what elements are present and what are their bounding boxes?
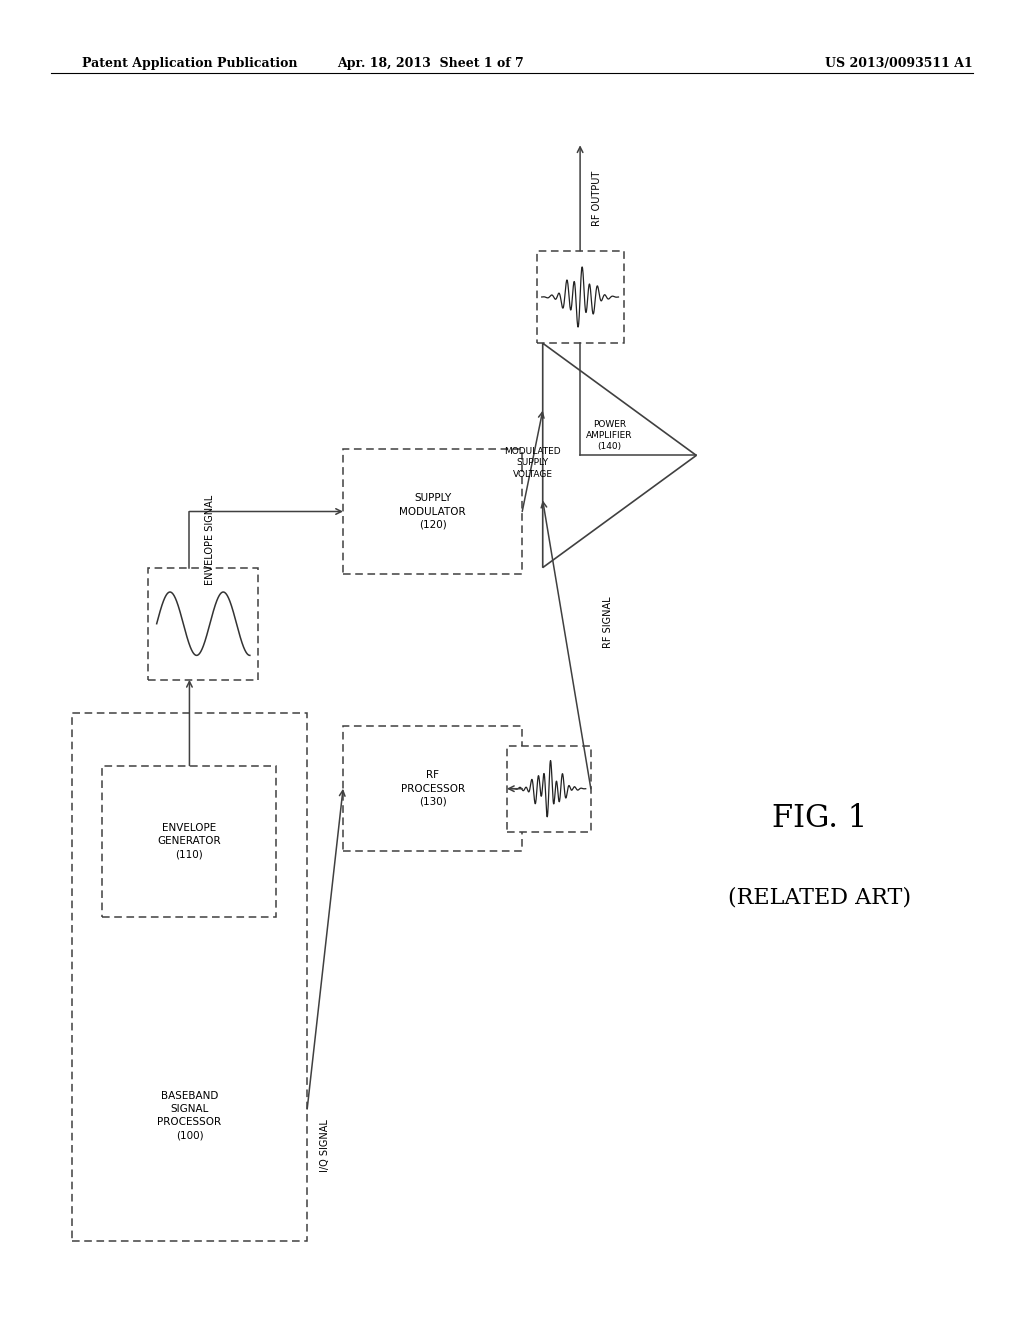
Text: BASEBAND
SIGNAL
PROCESSOR
(100): BASEBAND SIGNAL PROCESSOR (100) <box>158 1090 221 1140</box>
Bar <box>507 746 591 832</box>
Bar <box>72 713 307 1241</box>
Text: I/Q SIGNAL: I/Q SIGNAL <box>321 1119 330 1172</box>
Text: SUPPLY
MODULATOR
(120): SUPPLY MODULATOR (120) <box>399 494 466 529</box>
Text: MODULATED
SUPPLY
VOLTAGE: MODULATED SUPPLY VOLTAGE <box>504 447 561 479</box>
Text: RF OUTPUT: RF OUTPUT <box>592 170 602 226</box>
Bar <box>537 251 624 343</box>
Text: Apr. 18, 2013  Sheet 1 of 7: Apr. 18, 2013 Sheet 1 of 7 <box>337 57 523 70</box>
Text: Patent Application Publication: Patent Application Publication <box>82 57 297 70</box>
Text: RF
PROCESSOR
(130): RF PROCESSOR (130) <box>400 771 465 807</box>
Text: ENVELOPE SIGNAL: ENVELOPE SIGNAL <box>205 495 215 585</box>
Bar <box>343 449 522 574</box>
Polygon shape <box>543 343 696 568</box>
Text: FIG. 1: FIG. 1 <box>771 803 867 834</box>
Bar <box>102 766 276 917</box>
Text: RF SIGNAL: RF SIGNAL <box>603 597 613 648</box>
Bar <box>148 568 258 680</box>
Text: POWER
AMPLIFIER
(140): POWER AMPLIFIER (140) <box>586 420 633 451</box>
Text: ENVELOPE
GENERATOR
(110): ENVELOPE GENERATOR (110) <box>158 824 221 859</box>
Text: US 2013/0093511 A1: US 2013/0093511 A1 <box>825 57 973 70</box>
Bar <box>343 726 522 851</box>
Text: (RELATED ART): (RELATED ART) <box>728 887 910 908</box>
